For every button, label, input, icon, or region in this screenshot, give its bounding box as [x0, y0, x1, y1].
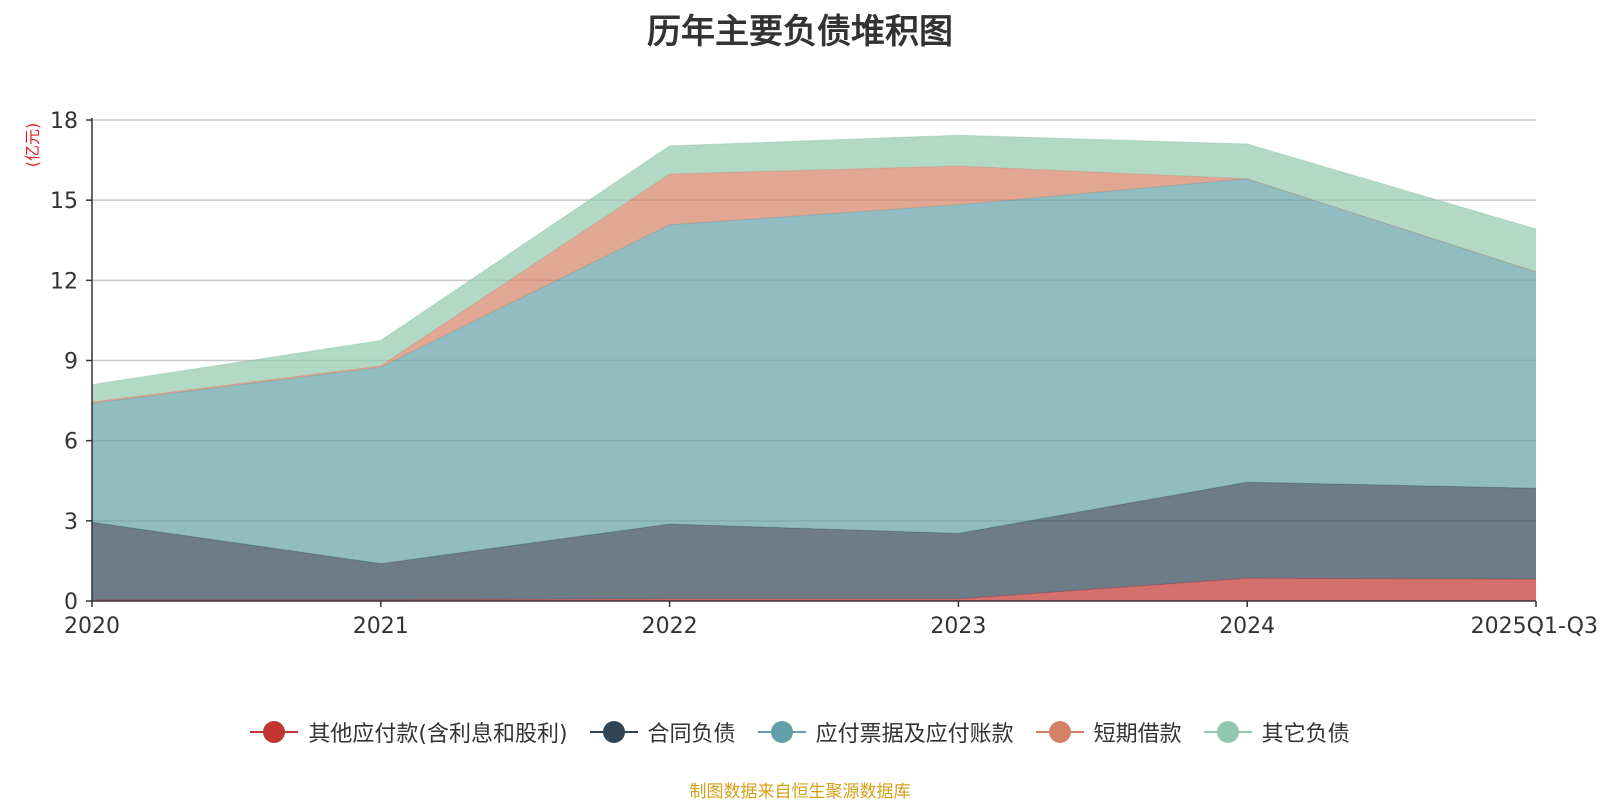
legend-item[interactable]: 应付票据及应付账款 [757, 716, 1014, 748]
area-series-0 [92, 578, 1536, 601]
y-tick-label: 0 [64, 590, 78, 615]
legend-swatch [589, 720, 638, 744]
legend-swatch [1203, 720, 1252, 744]
legend-swatch [1035, 720, 1084, 744]
legend-swatch [250, 720, 299, 744]
legend-item[interactable]: 其他应付款(含利息和股利) [250, 716, 568, 748]
area-series-4 [92, 135, 1536, 402]
legend-label: 应付票据及应付账款 [815, 722, 1014, 747]
y-axis-label: (亿元) [23, 123, 42, 168]
x-tick-label: 2021 [353, 614, 409, 639]
x-tick-label: 2022 [642, 614, 698, 639]
area-series-1 [92, 482, 1536, 600]
y-tick-label: 15 [50, 189, 78, 214]
axes: 0 3 6 9 12 15 18 2020 2021 2022 2023 2024 2025Q1-Q3 [50, 109, 1598, 639]
area-series-2 [92, 178, 1536, 564]
y-tick-label: 6 [64, 430, 78, 455]
legend-label: 合同负债 [647, 722, 736, 747]
x-tick-label: 2025Q1-Q3 [1471, 614, 1598, 639]
legend-item[interactable]: 其它负债 [1203, 716, 1350, 748]
legend-swatch [757, 720, 806, 744]
source-note: 制图数据来自恒生聚源数据库 [689, 782, 911, 802]
x-tick-label: 2020 [64, 614, 120, 639]
legend-label: 短期借款 [1093, 722, 1182, 747]
legend: 其他应付款(含利息和股利) 合同负债 应付票据及应付账款 短期借款 其它负债 [0, 716, 1600, 748]
y-tick-label: 18 [50, 109, 78, 134]
chart-title: 历年主要负债堆积图 [647, 12, 953, 52]
x-tick-label: 2023 [930, 614, 986, 639]
legend-label: 其他应付款(含利息和股利) [308, 722, 568, 747]
y-tick-label: 12 [50, 269, 78, 294]
x-tick-label: 2024 [1219, 614, 1275, 639]
area-series-3 [92, 166, 1536, 404]
legend-item[interactable]: 短期借款 [1035, 716, 1182, 748]
y-tick-label: 3 [64, 510, 78, 535]
area-edge-4 [91, 134, 1537, 386]
y-tick-label: 9 [64, 350, 78, 375]
legend-item[interactable]: 合同负债 [589, 716, 736, 748]
legend-label: 其它负债 [1261, 722, 1350, 747]
stacked-areas [91, 134, 1537, 601]
